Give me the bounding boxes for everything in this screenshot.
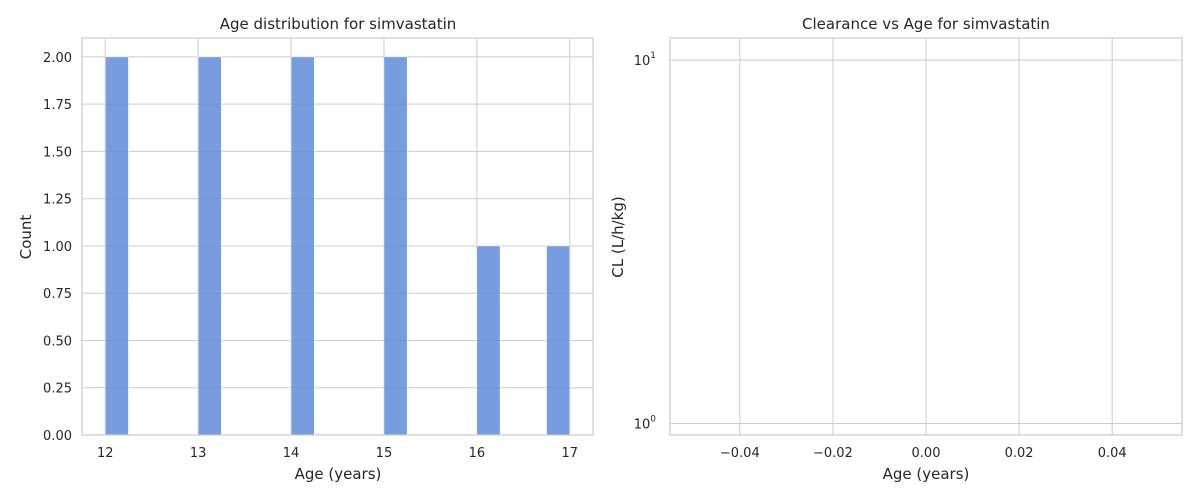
histogram-y-ticks: 0.00 0.25 0.50 0.75 1.00 1.25 1.50 1.75 2.00: [43, 51, 72, 444]
histogram-y-tick-label: 1.00: [43, 240, 72, 255]
histogram-bar: [104, 56, 129, 436]
histogram-grid: [82, 38, 593, 436]
scatter-x-tick-label: −0.02: [813, 446, 853, 461]
scatter-frame: [669, 37, 1183, 436]
histogram-y-tick-label: 2.00: [43, 51, 72, 66]
histogram-y-tick-label: 0.25: [43, 382, 72, 397]
scatter-y-ticks: 100 101: [634, 51, 657, 432]
scatter-y-axis-label: CL (L/h/kg): [609, 196, 627, 277]
scatter-y-tick-exponent: 1: [650, 51, 656, 61]
histogram-x-tick-label: 14: [283, 446, 300, 461]
scatter-x-tick-label: 0.04: [1098, 446, 1127, 461]
histogram-bar: [197, 56, 222, 436]
histogram-frame: [81, 37, 594, 436]
scatter-x-tick-label: 0.02: [1005, 446, 1034, 461]
histogram-x-tick-label: 13: [190, 446, 207, 461]
histogram-y-tick-label: 1.25: [43, 193, 72, 208]
histogram-x-axis-label: Age (years): [295, 465, 382, 483]
histogram-y-tick-label: 1.50: [43, 145, 72, 160]
histogram-x-tick-label: 16: [469, 446, 486, 461]
histogram-y-tick-label: 0.50: [43, 334, 72, 349]
scatter-x-ticks: −0.04 −0.02 0.00 0.02 0.04: [720, 446, 1127, 461]
histogram-bar: [383, 56, 408, 436]
histogram-x-tick-label: 15: [376, 446, 393, 461]
histogram-y-tick-label: 1.75: [43, 98, 72, 113]
histogram-x-tick-label: 17: [561, 446, 578, 461]
histogram-panel: Age distribution for simvastatin 12 13 14 1…: [17, 15, 594, 483]
scatter-title: Clearance vs Age for simvastatin: [802, 15, 1050, 33]
histogram-title: Age distribution for simvastatin: [220, 15, 457, 33]
scatter-y-tick-exponent: 0: [650, 415, 656, 425]
histogram-bar: [546, 245, 571, 436]
scatter-y-tick-label: 101: [634, 51, 656, 69]
scatter-grid: [670, 38, 1182, 435]
scatter-y-tick-label: 100: [634, 415, 657, 433]
scatter-x-tick-label: 0.00: [912, 446, 941, 461]
histogram-y-axis-label: Count: [17, 215, 35, 260]
histogram-bars: [104, 56, 571, 436]
histogram-bar: [290, 56, 315, 436]
histogram-bar: [476, 245, 501, 436]
histogram-x-tick-label: 12: [97, 446, 114, 461]
histogram-y-tick-label: 0.75: [43, 287, 72, 302]
scatter-x-axis-label: Age (years): [883, 465, 970, 483]
histogram-x-ticks: 12 13 14 15 16 17: [97, 446, 578, 461]
scatter-panel: Clearance vs Age for simvastatin −0.04 −0…: [609, 15, 1183, 483]
scatter-x-tick-label: −0.04: [720, 446, 760, 461]
histogram-y-tick-label: 0.00: [43, 429, 72, 444]
